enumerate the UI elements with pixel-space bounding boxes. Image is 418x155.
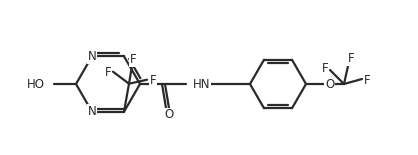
Text: HO: HO <box>27 78 45 91</box>
Text: N: N <box>88 105 97 118</box>
Text: F: F <box>364 75 370 88</box>
Text: O: O <box>325 78 334 91</box>
Text: F: F <box>130 53 136 66</box>
Text: F: F <box>104 66 111 79</box>
Text: N: N <box>88 50 97 63</box>
Text: F: F <box>150 74 156 87</box>
Text: F: F <box>348 53 354 66</box>
Text: HN: HN <box>193 78 211 91</box>
Text: F: F <box>322 62 328 75</box>
Text: O: O <box>164 108 173 122</box>
